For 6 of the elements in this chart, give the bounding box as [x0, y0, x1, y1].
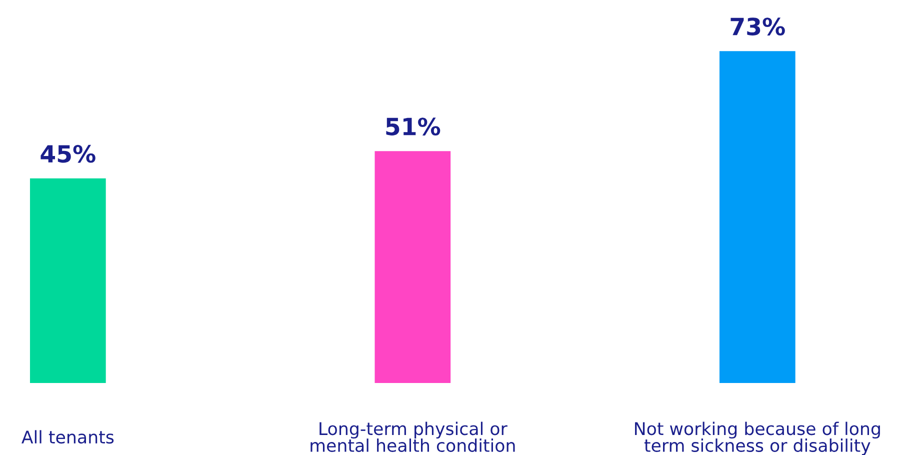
- x-tick-label: Long-term physical or mental health condition: [310, 422, 515, 452]
- data-label: 51%: [386, 118, 440, 136]
- x-tick-label: Not working because of long term sickness or disability: [635, 422, 880, 455]
- data-label: 73%: [730, 18, 785, 36]
- x-tick-label: All tenants: [22, 430, 114, 444]
- data-label: 45%: [40, 144, 96, 163]
